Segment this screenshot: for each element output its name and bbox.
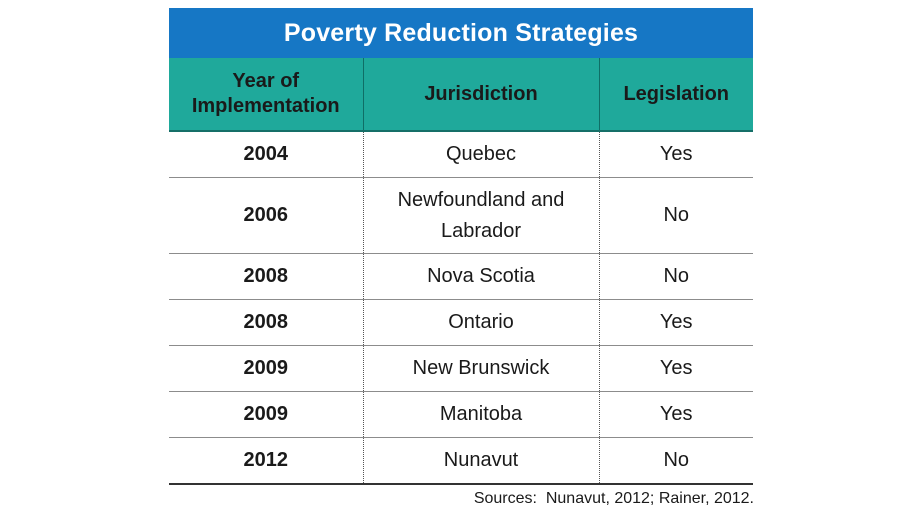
- cell-legislation: No: [598, 253, 753, 300]
- cell-jurisdiction-line1: Newfoundland and: [397, 188, 565, 211]
- table-row: 2009 New Brunswick Yes: [169, 345, 753, 392]
- cell-year: 2009: [169, 391, 363, 438]
- cell-legislation: Yes: [598, 299, 753, 346]
- cell-jurisdiction: Nova Scotia: [362, 253, 599, 300]
- strategies-table: Year of Implementation Jurisdiction Legi…: [169, 58, 753, 485]
- cell-jurisdiction: New Brunswick: [362, 345, 599, 392]
- cell-year: 2004: [169, 131, 363, 178]
- cell-jurisdiction-line2: Labrador: [440, 219, 522, 242]
- header-year-line2: Implementation: [191, 95, 340, 117]
- cell-jurisdiction: Newfoundland and Labrador: [362, 177, 599, 254]
- cell-jurisdiction: Ontario: [362, 299, 599, 346]
- table-row: 2008 Nova Scotia No: [169, 253, 753, 300]
- cell-jurisdiction: Quebec: [362, 131, 599, 178]
- cell-year: 2012: [169, 437, 363, 485]
- table-row: 2008 Ontario Yes: [169, 299, 753, 346]
- table-row: 2012 Nunavut No: [169, 437, 753, 485]
- header-row: Year of Implementation Jurisdiction Legi…: [169, 58, 753, 132]
- cell-legislation: Yes: [598, 131, 753, 178]
- cell-legislation: Yes: [598, 391, 753, 438]
- cell-jurisdiction: Nunavut: [362, 437, 599, 485]
- table-row: 2009 Manitoba Yes: [169, 391, 753, 438]
- header-year: Year of Implementation: [169, 58, 363, 132]
- cell-year: 2008: [169, 299, 363, 346]
- cell-year: 2008: [169, 253, 363, 300]
- cell-legislation: Yes: [598, 345, 753, 392]
- table-row: 2004 Quebec Yes: [169, 131, 753, 178]
- header-jurisdiction: Jurisdiction: [362, 58, 599, 132]
- header-year-line1: Year of: [232, 70, 300, 92]
- cell-year: 2006: [169, 177, 363, 254]
- cell-legislation: No: [598, 177, 753, 254]
- cell-legislation: No: [598, 437, 753, 485]
- header-legislation: Legislation: [598, 58, 753, 132]
- table-row: 2006 Newfoundland and Labrador No: [169, 177, 753, 254]
- cell-jurisdiction: Manitoba: [362, 391, 599, 438]
- poverty-strategies-table-block: Poverty Reduction Strategies Year of Imp…: [169, 8, 753, 485]
- source-note: Sources: Nunavut, 2012; Rainer, 2012.: [473, 490, 754, 507]
- cell-year: 2009: [169, 345, 363, 392]
- table-title: Poverty Reduction Strategies: [169, 8, 753, 58]
